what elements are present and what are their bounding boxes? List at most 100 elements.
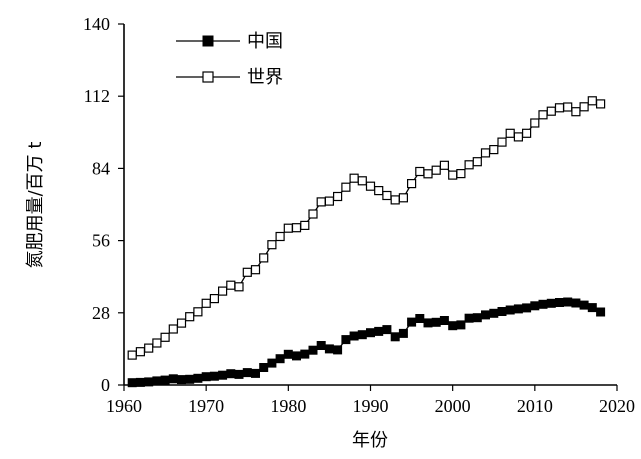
x-tick-label: 2010 <box>517 396 553 416</box>
data-point-world <box>489 145 499 155</box>
data-point-china <box>431 317 441 327</box>
data-point-world <box>439 160 449 170</box>
y-tick-label: 0 <box>101 375 110 395</box>
data-point-china <box>390 332 400 342</box>
data-point-world <box>201 298 211 308</box>
data-point-china <box>374 326 384 336</box>
data-point-china <box>538 299 548 309</box>
data-point-world <box>365 181 376 191</box>
data-point-world <box>538 110 548 120</box>
data-point-china <box>168 374 178 384</box>
data-point-china <box>489 308 499 318</box>
data-point-world <box>390 195 400 205</box>
data-point-world <box>341 182 351 192</box>
data-point-china <box>324 344 334 354</box>
data-point-china <box>579 300 589 310</box>
data-point-world <box>415 166 425 177</box>
data-point-world <box>521 128 532 138</box>
data-point-world <box>374 186 384 196</box>
x-ticks: 1960 1970 1980 1990 2000 2010 2020 <box>106 385 635 416</box>
data-point-china <box>546 298 556 308</box>
data-point-china <box>283 349 293 359</box>
data-point-world <box>127 350 137 360</box>
data-point-world <box>144 343 154 353</box>
series-china <box>127 297 606 388</box>
data-point-world <box>168 324 178 334</box>
data-point-world <box>242 267 252 277</box>
data-point-world <box>464 160 474 170</box>
data-point-world <box>587 96 597 106</box>
data-point-world <box>300 220 310 230</box>
legend-item-china: 中国 <box>176 31 283 52</box>
data-point-china <box>505 305 515 315</box>
data-point-china <box>300 349 310 359</box>
data-point-china <box>382 325 392 335</box>
legend: 中国 世界 <box>176 31 283 88</box>
y-tick-label: 56 <box>92 231 110 251</box>
data-point-china <box>316 341 326 350</box>
data-point-world <box>152 338 162 348</box>
data-point-china <box>563 297 573 307</box>
data-point-china <box>267 358 277 368</box>
y-tick-label: 28 <box>92 303 110 323</box>
data-point-china <box>209 371 219 381</box>
data-point-china <box>193 373 203 383</box>
data-point-china <box>423 318 433 328</box>
data-point-world <box>398 193 408 203</box>
legend-marker-world <box>202 71 214 83</box>
data-point-world <box>382 190 392 201</box>
y-axis-title: 氮肥用量/百万 t <box>25 142 46 269</box>
data-point-china <box>275 354 285 364</box>
data-point-china <box>571 298 581 308</box>
data-point-world <box>160 332 170 342</box>
data-point-world <box>267 240 277 250</box>
data-point-world <box>554 103 565 113</box>
data-point-china <box>251 368 260 378</box>
legend-marker-china <box>202 35 214 47</box>
data-point-world <box>226 280 236 290</box>
data-point-china <box>218 370 228 380</box>
data-point-china <box>160 375 170 385</box>
data-point-world <box>480 148 491 158</box>
data-point-china <box>398 328 408 338</box>
data-point-china <box>407 317 417 327</box>
data-point-china <box>497 307 507 316</box>
data-point-world <box>234 282 244 292</box>
data-point-china <box>366 328 375 338</box>
data-point-world <box>316 197 326 207</box>
data-point-world <box>497 137 507 147</box>
data-point-world <box>135 347 145 357</box>
data-point-china <box>259 363 269 372</box>
legend-item-world: 世界 <box>176 67 283 88</box>
data-point-world <box>456 169 466 179</box>
legend-label-china: 中国 <box>247 31 283 52</box>
data-point-world <box>448 170 458 180</box>
data-point-world <box>423 169 433 179</box>
x-tick-label: 2020 <box>599 396 635 416</box>
x-axis-title: 年份 <box>352 430 388 451</box>
data-point-china <box>177 375 186 385</box>
data-point-china <box>333 345 343 355</box>
data-point-china <box>522 303 532 313</box>
data-point-china <box>144 377 154 387</box>
data-point-china <box>341 335 351 345</box>
data-point-world <box>324 196 334 206</box>
data-point-world <box>259 253 269 263</box>
legend-label-world: 世界 <box>247 67 283 88</box>
data-point-china <box>226 369 236 379</box>
data-point-world <box>176 318 187 328</box>
data-point-china <box>201 372 211 382</box>
data-point-world <box>218 286 228 296</box>
data-point-china <box>127 378 137 388</box>
series-layer <box>127 96 606 388</box>
data-point-china <box>448 321 458 331</box>
data-point-china <box>308 345 318 355</box>
data-point-world <box>595 99 606 109</box>
data-point-china <box>587 303 597 313</box>
data-point-china <box>135 377 145 387</box>
x-tick-label: 1980 <box>270 396 306 416</box>
data-point-china <box>292 351 301 361</box>
data-point-china <box>456 320 466 330</box>
x-tick-label: 1990 <box>353 396 389 416</box>
